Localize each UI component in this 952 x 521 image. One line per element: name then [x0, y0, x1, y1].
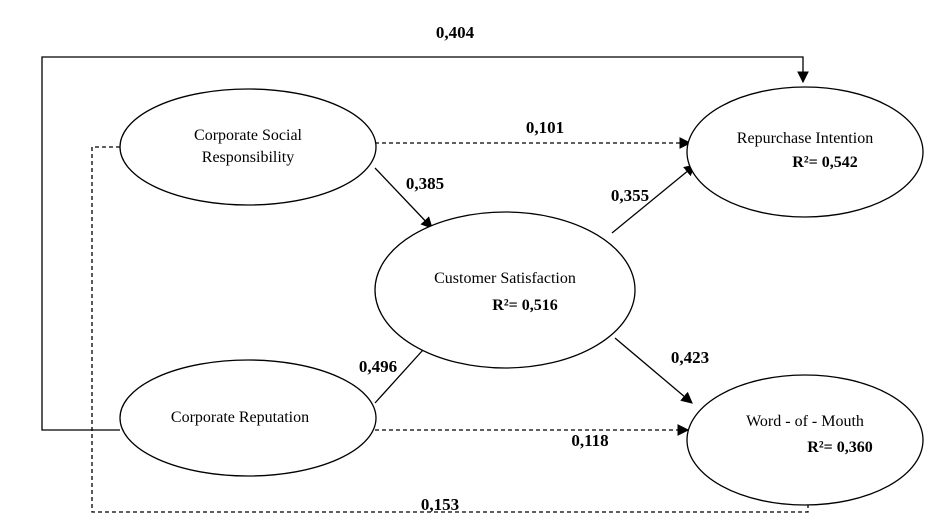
node-label: Corporate Reputation: [171, 409, 309, 426]
node-label: Responsibility: [202, 149, 294, 166]
node: [119, 88, 377, 206]
r-squared: R²= 0,542: [792, 154, 857, 171]
node: [686, 374, 924, 506]
edge-label: 0,101: [526, 118, 564, 137]
node: [374, 211, 636, 369]
node-label: Repurchase Intention: [737, 130, 873, 147]
r-squared: R²= 0,516: [492, 297, 557, 314]
edge-label: 0,423: [671, 348, 709, 367]
edge-label: 0,118: [571, 431, 608, 450]
edge-label: 0,404: [436, 23, 475, 42]
arrow: [41, 56, 809, 431]
node: [686, 86, 924, 218]
edge-label: 0,355: [611, 186, 649, 205]
arrow: [614, 337, 693, 404]
arrow: [611, 164, 696, 234]
node: [119, 359, 377, 477]
edge-label: 0,496: [359, 357, 397, 376]
arrow: [374, 167, 433, 229]
edge-label: 0,153: [421, 495, 459, 514]
node-label: Word - of - Mouth: [746, 413, 864, 430]
r-squared: R²= 0,360: [807, 439, 872, 456]
node-label: Corporate Social: [194, 127, 303, 144]
edge-label: 0,385: [406, 174, 444, 193]
node-label: Customer Satisfaction: [434, 270, 576, 287]
